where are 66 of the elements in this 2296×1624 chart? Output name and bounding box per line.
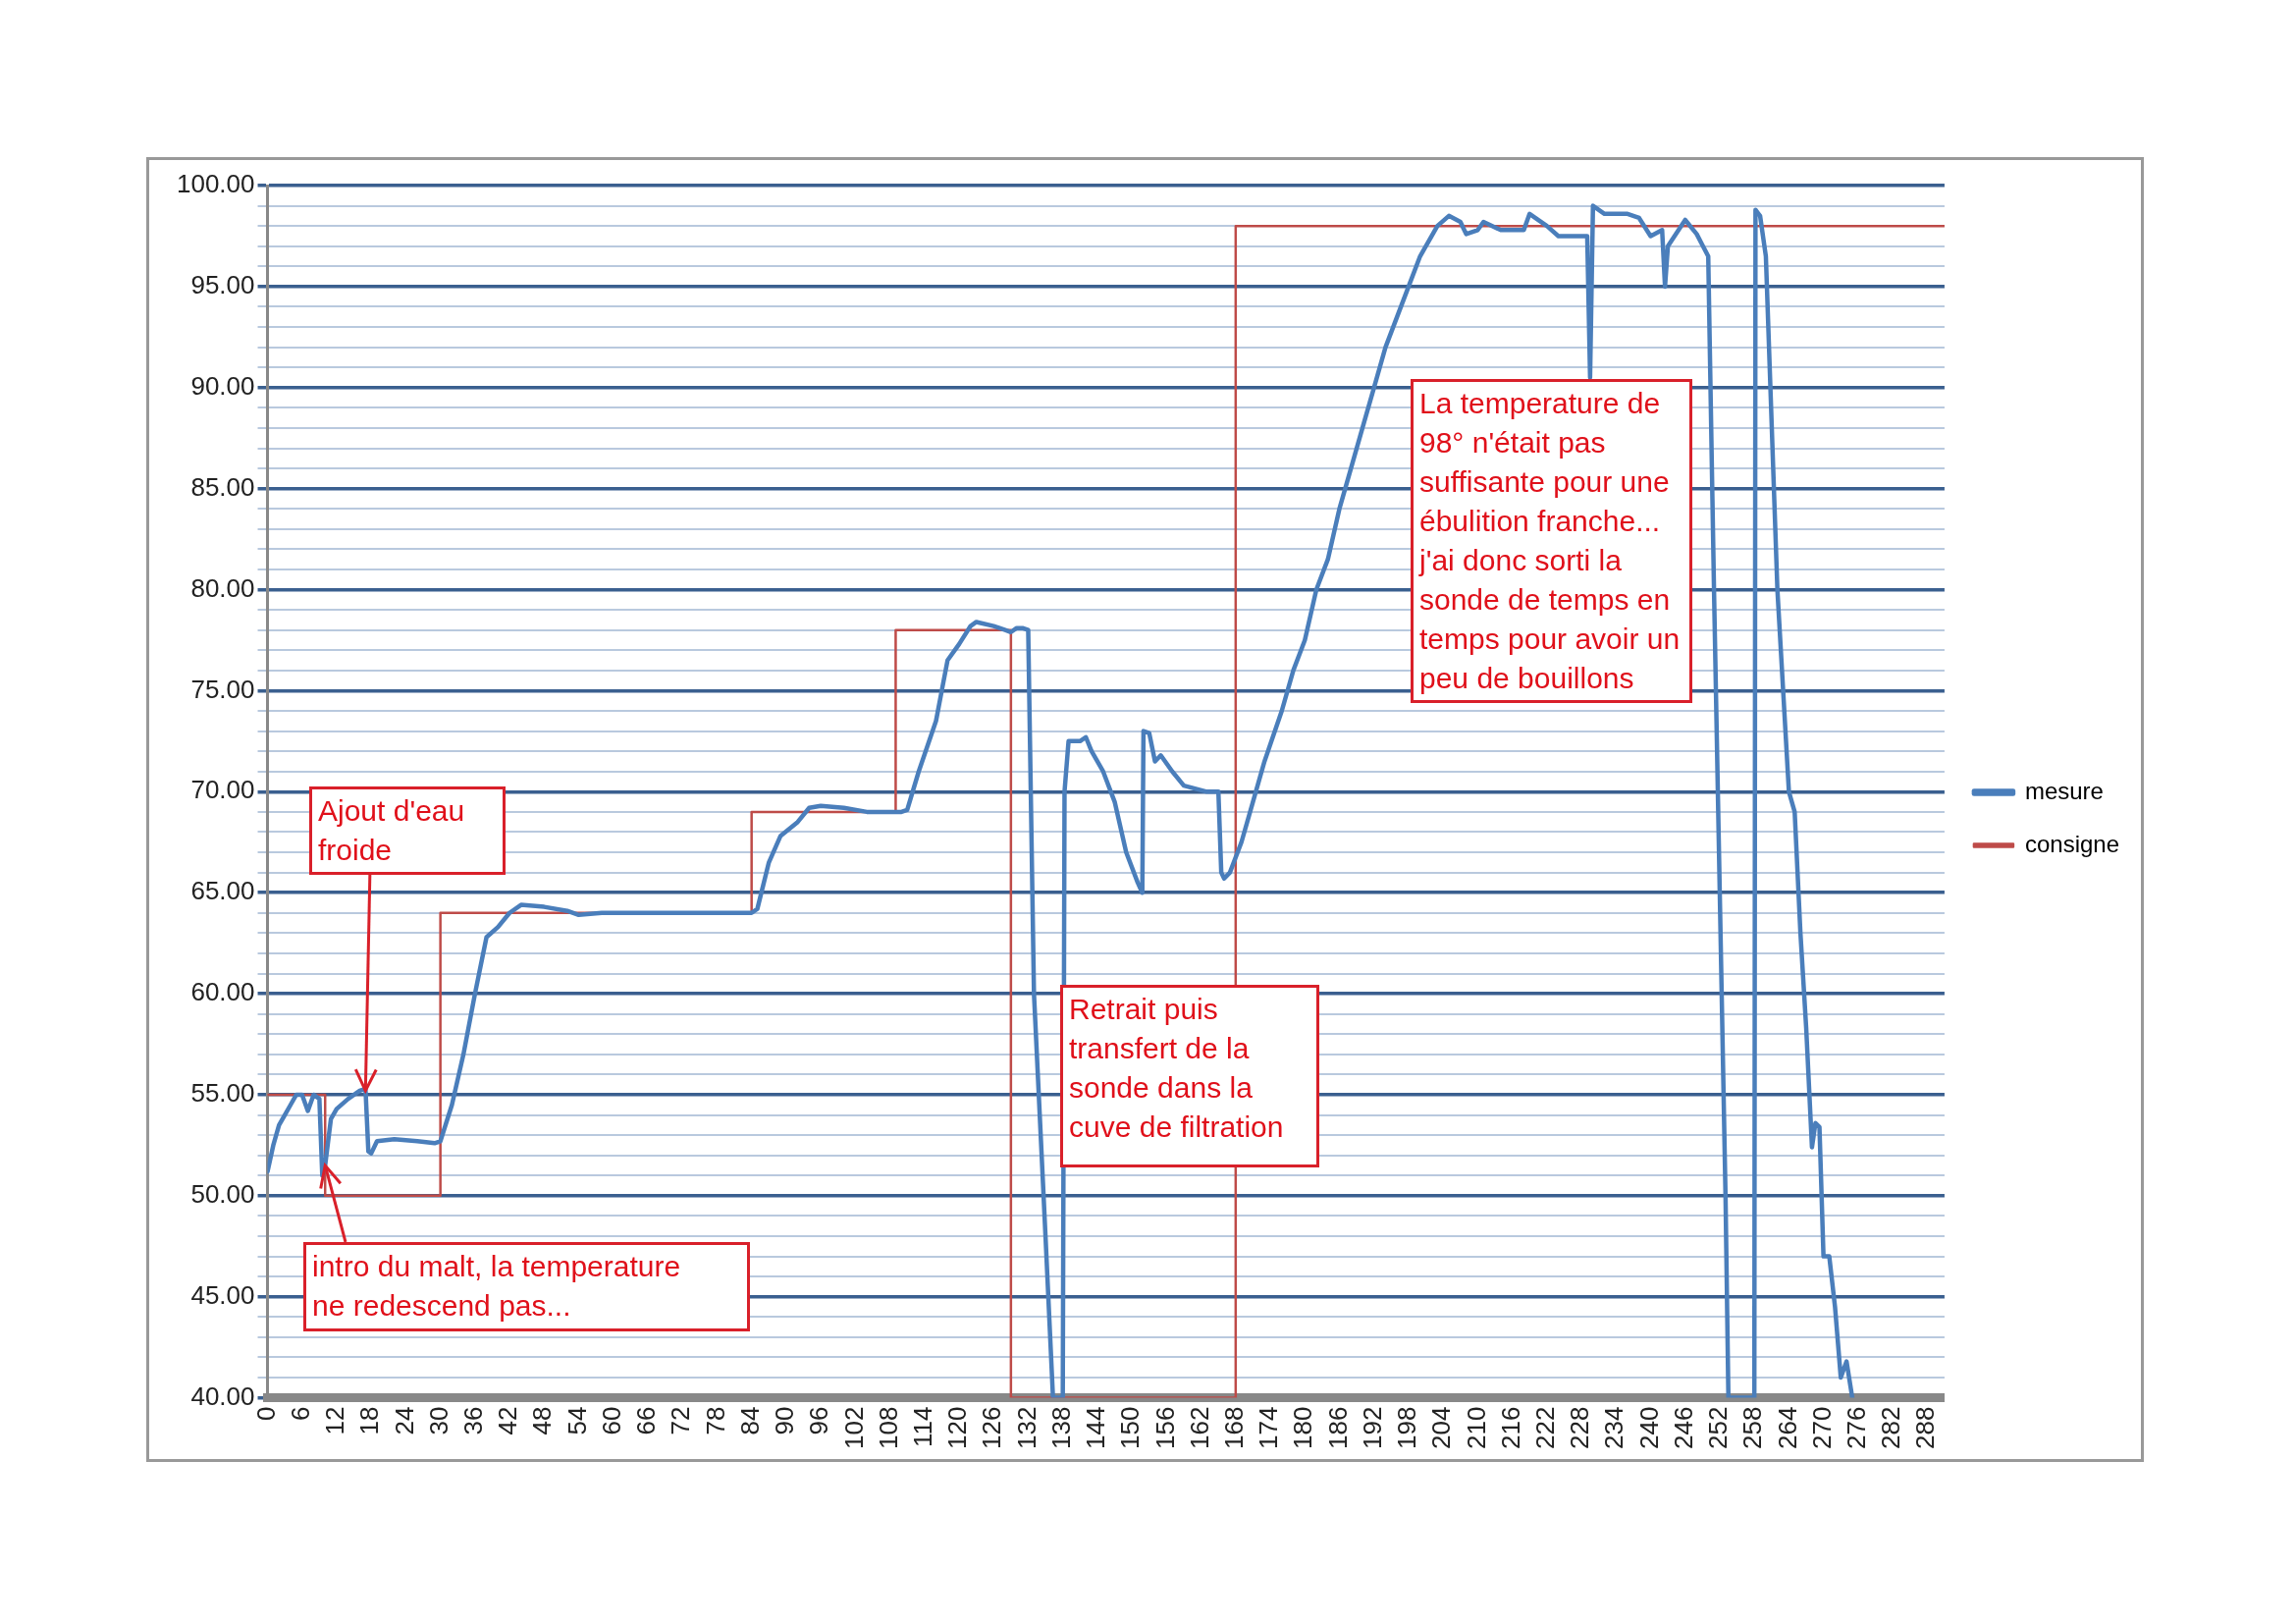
x-tick-label: 66	[631, 1406, 662, 1435]
annotation: Retrait puis transfert de la sonde dans la cuve de filtration	[1060, 985, 1319, 1167]
x-tick-label: 84	[734, 1406, 765, 1435]
x-tick-label: 108	[873, 1406, 903, 1450]
x-tick-label: 138	[1045, 1406, 1076, 1450]
x-tick-label: 30	[423, 1406, 454, 1435]
x-tick-label: 6	[285, 1406, 315, 1422]
x-tick-label: 96	[804, 1406, 834, 1435]
x-tick-label: 240	[1633, 1406, 1664, 1450]
y-tick-label: 55.00	[190, 1078, 255, 1109]
x-tick-label: 48	[527, 1406, 558, 1435]
x-tick-label: 72	[666, 1406, 696, 1435]
x-tick-label: 120	[942, 1406, 973, 1450]
y-tick-label: 45.00	[190, 1279, 255, 1310]
x-tick-label: 234	[1599, 1406, 1629, 1450]
x-tick-label: 102	[838, 1406, 869, 1450]
annotation: intro du malt, la temperature ne redescend pas...	[303, 1242, 750, 1331]
x-tick-label: 252	[1703, 1406, 1734, 1450]
x-tick-label: 132	[1011, 1406, 1041, 1450]
y-tick-label: 50.00	[190, 1179, 255, 1210]
y-tick-label: 100.00	[176, 169, 255, 199]
x-tick-label: 150	[1115, 1406, 1146, 1450]
x-tick-label: 54	[561, 1406, 592, 1435]
x-tick-label: 174	[1254, 1406, 1284, 1450]
x-tick-label: 186	[1322, 1406, 1353, 1450]
annotation: Ajout d'eau froide	[309, 786, 506, 875]
legend-label: consigne	[2024, 830, 2120, 857]
y-tick-label: 70.00	[190, 775, 255, 805]
x-tick-label: 270	[1806, 1406, 1837, 1450]
annotation: La temperature de 98° n'était pas suffisante pour une ébulition franche... j'ai donc sorti la sonde de temps en temps pour avoir un peu de bouillons	[1411, 379, 1692, 703]
y-tick-label: 95.00	[190, 270, 255, 300]
x-tick-label: 210	[1461, 1406, 1491, 1450]
x-tick-label: 18	[354, 1406, 385, 1435]
x-tick-label: 12	[320, 1406, 350, 1435]
legend-label: mesure	[2024, 777, 2104, 804]
x-tick-label: 90	[770, 1406, 800, 1435]
y-tick-label: 65.00	[190, 876, 255, 906]
y-tick-label: 80.00	[190, 572, 255, 603]
x-tick-label: 162	[1184, 1406, 1214, 1450]
x-tick-label: 264	[1772, 1406, 1802, 1450]
y-tick-label: 85.00	[190, 471, 255, 502]
x-tick-label: 246	[1668, 1406, 1698, 1450]
x-tick-label: 156	[1149, 1406, 1180, 1450]
y-tick-label: 60.00	[190, 977, 255, 1007]
x-tick-label: 192	[1357, 1406, 1387, 1450]
x-tick-label: 42	[493, 1406, 523, 1435]
y-tick-label: 90.00	[190, 370, 255, 401]
x-tick-label: 282	[1876, 1406, 1906, 1450]
x-tick-label: 180	[1288, 1406, 1318, 1450]
x-tick-label: 222	[1530, 1406, 1561, 1450]
x-tick-label: 198	[1392, 1406, 1422, 1450]
x-tick-label: 114	[907, 1406, 937, 1448]
x-tick-label: 276	[1842, 1406, 1872, 1450]
x-tick-label: 60	[596, 1406, 626, 1435]
y-tick-label: 75.00	[190, 674, 255, 704]
x-tick-label: 78	[700, 1406, 730, 1435]
x-tick-label: 24	[389, 1406, 419, 1435]
x-tick-label: 36	[458, 1406, 489, 1435]
x-tick-label: 126	[977, 1406, 1007, 1450]
x-tick-label: 168	[1218, 1406, 1249, 1450]
x-tick-label: 216	[1495, 1406, 1525, 1450]
x-tick-label: 288	[1910, 1406, 1941, 1450]
x-tick-label: 204	[1426, 1406, 1457, 1450]
x-tick-label: 258	[1737, 1406, 1768, 1450]
x-tick-label: 144	[1081, 1406, 1111, 1450]
x-tick-label: 228	[1565, 1406, 1595, 1450]
